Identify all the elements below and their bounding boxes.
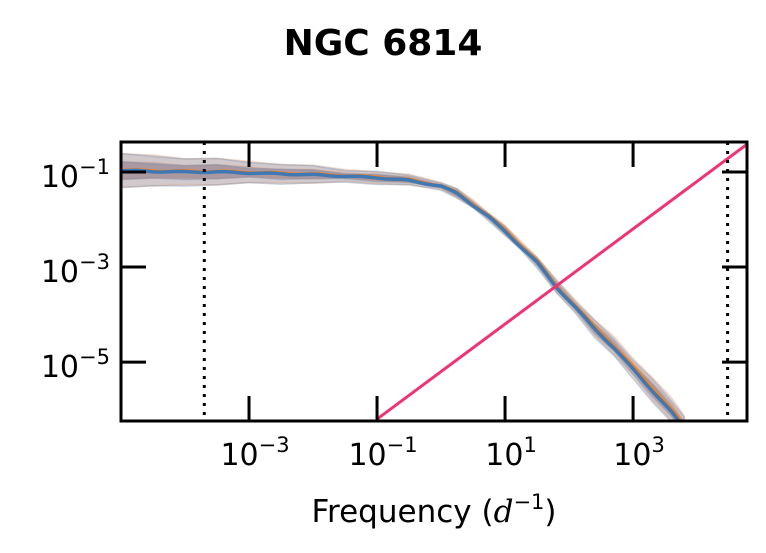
x-tick-label: 101 [485, 433, 537, 473]
y-tick-base: 10 [41, 350, 79, 385]
x-tick-label: 10−1 [348, 433, 417, 473]
x-tick-label: 103 [613, 433, 665, 473]
x-tick-exponent: 1 [523, 433, 536, 457]
x-tick-exponent: −3 [259, 433, 290, 457]
series-line-model-blue [121, 168, 681, 421]
x-tick-base: 10 [613, 438, 651, 473]
y-tick-label: 10−5 [41, 345, 110, 385]
x-tick-exponent: 3 [651, 433, 664, 457]
y-tick-exponent: −1 [79, 155, 110, 179]
chart-title: NGC 6814 [284, 23, 483, 64]
x-tick-exponent: −1 [387, 433, 418, 457]
y-tick-base: 10 [41, 160, 79, 195]
plot-area [121, 143, 747, 421]
uncertainty-band-model-orange [121, 161, 685, 421]
x-tick-base: 10 [485, 438, 523, 473]
y-tick-label: 10−1 [41, 155, 110, 195]
y-tick-label: 10−3 [41, 250, 110, 290]
y-tick-exponent: −3 [79, 250, 110, 274]
y-tick-base: 10 [41, 255, 79, 290]
x-tick-base: 10 [220, 438, 258, 473]
x-tick-label: 10−3 [220, 433, 289, 473]
axes-frame [119, 140, 749, 423]
y-tick-exponent: −5 [79, 345, 110, 369]
x-axis-label: Frequency (d−1) [311, 490, 556, 530]
uncertainty-band-model-blue [121, 160, 684, 421]
uncertainty-band-model-orange [121, 153, 686, 421]
noise-level-line [376, 143, 747, 421]
x-tick-base: 10 [348, 438, 386, 473]
uncertainty-band-model-blue [121, 152, 686, 421]
